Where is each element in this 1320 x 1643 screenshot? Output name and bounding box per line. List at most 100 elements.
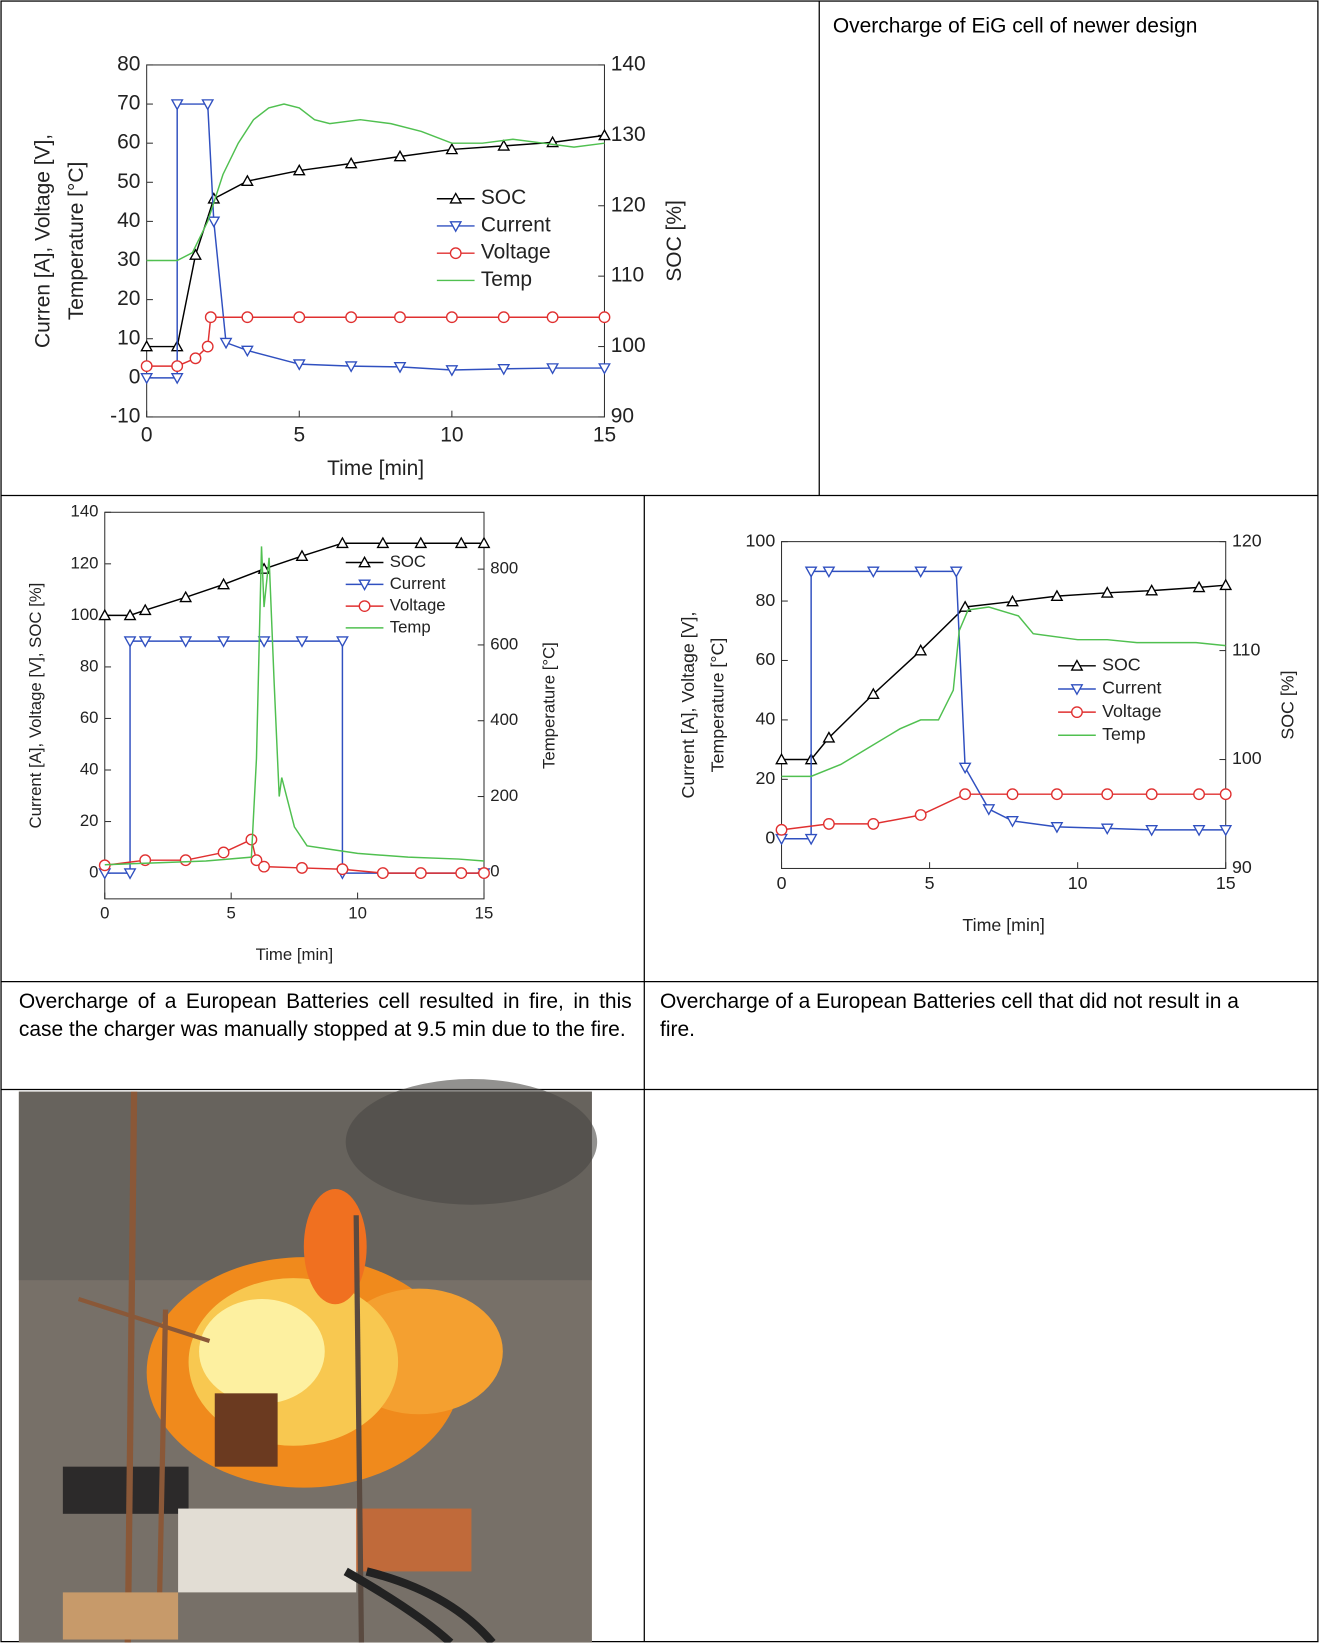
marker	[170, 99, 184, 111]
marker	[414, 536, 428, 549]
marker	[179, 854, 192, 867]
marker	[217, 636, 230, 648]
legend-marker	[1070, 684, 1084, 696]
series-line	[104, 838, 484, 874]
marker	[1145, 824, 1159, 837]
legend-label: SOC	[1102, 655, 1141, 675]
marker	[414, 867, 427, 880]
chart: 0 5 10 15 0 20 40 60 80 100 120 140 0 200 400 600 800 Tim…	[26, 502, 558, 964]
marker	[546, 311, 559, 324]
marker	[98, 608, 112, 621]
y2-tick-label: 90	[611, 404, 634, 427]
marker	[914, 566, 928, 578]
x-tick-label: 0	[100, 903, 109, 922]
y-tick-label: 10	[117, 326, 140, 349]
y2-tick-label: 120	[611, 193, 646, 216]
marker	[98, 859, 111, 872]
x-tick-label: 15	[1216, 873, 1236, 893]
marker	[822, 731, 836, 743]
marker	[546, 363, 559, 375]
x-tick-label: 10	[440, 423, 463, 446]
marker	[1192, 580, 1206, 593]
y-tick-label: 70	[117, 92, 140, 115]
marker	[376, 867, 389, 880]
x-tick-label: 15	[593, 423, 616, 446]
marker	[123, 636, 137, 648]
marker	[477, 536, 491, 549]
marker	[1006, 594, 1019, 607]
marker	[336, 536, 349, 549]
legend-marker	[1071, 706, 1083, 719]
y-tick-label: 0	[765, 827, 775, 847]
marker	[250, 854, 263, 867]
y2-tick-label: 130	[611, 123, 646, 146]
marker	[296, 862, 308, 874]
marker	[1219, 824, 1233, 837]
marker	[394, 311, 406, 324]
y-tick-label: 40	[755, 709, 775, 729]
y-tick-label: 80	[755, 590, 775, 610]
plot-frame	[146, 64, 605, 418]
marker	[189, 352, 202, 365]
marker	[866, 566, 880, 578]
legend-marker	[449, 192, 463, 204]
marker	[1006, 816, 1019, 828]
series-line	[146, 316, 605, 367]
marker	[445, 365, 459, 377]
marker	[1145, 584, 1159, 596]
series-line	[781, 606, 1226, 778]
marker	[292, 359, 306, 371]
y-tick-label: 60	[755, 649, 775, 669]
marker	[171, 360, 184, 373]
marker	[454, 536, 468, 549]
marker	[867, 817, 880, 830]
y-tick-label: 40	[117, 209, 140, 232]
y-tick-label: 80	[80, 656, 99, 675]
x-axis-label: Time [min]	[962, 915, 1044, 935]
y-axis-label: Curren [A], Voltage [V],	[32, 134, 55, 348]
marker	[240, 345, 254, 358]
y2-axis-label: SOC [%]	[1277, 670, 1297, 739]
marker	[344, 361, 358, 373]
marker	[497, 311, 510, 324]
marker	[207, 216, 221, 229]
marker	[445, 311, 458, 324]
chart: 0 5 10 15 0 20 40 60 80 100 90 100 110 120 Time [min] C…	[678, 530, 1297, 934]
marker	[866, 687, 880, 700]
caption-line: Overcharge of a European Batteries cell …	[659, 989, 1239, 1014]
marker	[219, 337, 233, 350]
legend-label: Current	[390, 574, 446, 593]
marker	[376, 536, 390, 549]
marker	[958, 762, 972, 775]
marker	[455, 867, 468, 880]
series-line	[781, 793, 1226, 831]
marker	[914, 809, 927, 821]
legend-marker	[358, 555, 371, 568]
legend-label: Voltage	[390, 596, 446, 615]
y-axis-label: Current [A], Voltage [V], SOC [%]	[26, 583, 45, 829]
y-tick-label: 140	[71, 502, 99, 521]
y-tick-label: 40	[80, 759, 99, 778]
x-axis-label: Time [min]	[327, 457, 424, 480]
legend-label: Current	[1102, 678, 1161, 698]
marker	[393, 362, 407, 374]
marker	[822, 817, 835, 830]
plot-frame	[104, 511, 485, 900]
marker	[344, 156, 358, 169]
x-tick-label: 0	[777, 873, 787, 893]
plot-frame	[780, 541, 1227, 869]
marker	[1101, 788, 1114, 801]
legend-label: SOC	[481, 186, 526, 209]
marker	[949, 566, 963, 578]
caption-line: fire.	[659, 1018, 695, 1042]
legend-label: SOC	[390, 552, 426, 571]
y-axis-label: Temperature [°C]	[65, 162, 88, 320]
marker	[775, 823, 788, 836]
marker	[804, 566, 818, 578]
series-line	[146, 134, 605, 348]
marker	[138, 603, 152, 616]
fire-caption: Overcharge of a European Batteries cell …	[18, 989, 632, 1042]
chart: 0 5 10 15-100102030405060708090100110120130…	[32, 52, 687, 479]
x-tick-label: 5	[925, 873, 935, 893]
y-tick-label: 50	[117, 170, 140, 193]
